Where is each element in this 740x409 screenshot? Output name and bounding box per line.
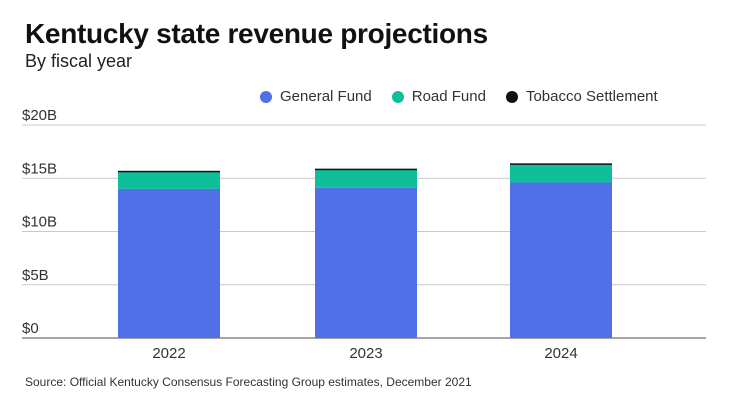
legend: General Fund Road Fund Tobacco Settlemen… <box>260 88 658 105</box>
legend-item-tobacco-settlement: Tobacco Settlement <box>505 88 658 105</box>
x-tick-label: 2024 <box>544 345 577 362</box>
bar-tobacco-settlement-2022 <box>118 170 220 173</box>
bar-road-fund-2024 <box>510 164 612 183</box>
y-tick-label: $5B <box>22 267 49 284</box>
bar-general-fund-2024 <box>510 182 612 338</box>
source-note: Source: Official Kentucky Consensus Fore… <box>25 375 472 389</box>
legend-swatch-general-fund <box>260 90 272 103</box>
legend-label: Road Fund <box>411 88 486 105</box>
bar-road-fund-2022 <box>118 171 220 189</box>
y-tick-label: $15B <box>22 160 57 177</box>
legend-item-road-fund: Road Fund <box>391 88 486 105</box>
x-tick-label: 2023 <box>349 345 382 362</box>
bar-tobacco-settlement-2024 <box>510 163 612 165</box>
y-tick-label: $10B <box>22 214 57 231</box>
legend-label: General Fund <box>280 88 372 105</box>
bar-tobacco-settlement-2023 <box>315 168 417 171</box>
legend-swatch-road-fund <box>391 90 404 103</box>
legend-label: Tobacco Settlement <box>525 88 658 105</box>
x-tick-label: 2022 <box>152 345 185 362</box>
bar-general-fund-2022 <box>118 188 220 338</box>
chart-subtitle: By fiscal year <box>25 51 133 71</box>
y-tick-label: $20B <box>22 107 57 124</box>
legend-item-general-fund: General Fund <box>260 88 372 105</box>
chart-title: Kentucky state revenue projections <box>25 18 488 49</box>
y-tick-label: $0 <box>22 320 39 337</box>
legend-swatch-tobacco-settlement <box>505 90 518 103</box>
bar-general-fund-2023 <box>315 187 417 338</box>
bar-road-fund-2023 <box>315 169 417 188</box>
